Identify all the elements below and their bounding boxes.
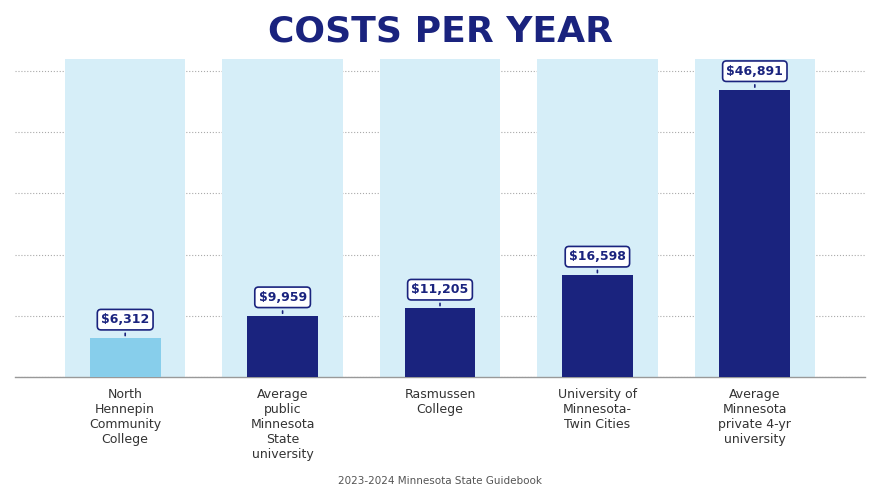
Bar xyxy=(562,275,633,377)
Bar xyxy=(719,90,790,377)
Bar xyxy=(65,59,186,377)
Text: $9,959: $9,959 xyxy=(259,291,306,313)
Text: $6,312: $6,312 xyxy=(101,313,150,336)
Bar xyxy=(405,309,475,377)
Bar xyxy=(90,338,161,377)
Bar xyxy=(694,59,815,377)
Text: $16,598: $16,598 xyxy=(569,250,626,273)
Bar xyxy=(247,316,318,377)
Title: COSTS PER YEAR: COSTS PER YEAR xyxy=(268,15,612,49)
Bar xyxy=(223,59,343,377)
Bar xyxy=(380,59,500,377)
Bar xyxy=(537,59,657,377)
Text: 2023-2024 Minnesota State Guidebook: 2023-2024 Minnesota State Guidebook xyxy=(338,476,542,486)
Text: $11,205: $11,205 xyxy=(411,283,469,306)
Text: $46,891: $46,891 xyxy=(726,64,783,87)
